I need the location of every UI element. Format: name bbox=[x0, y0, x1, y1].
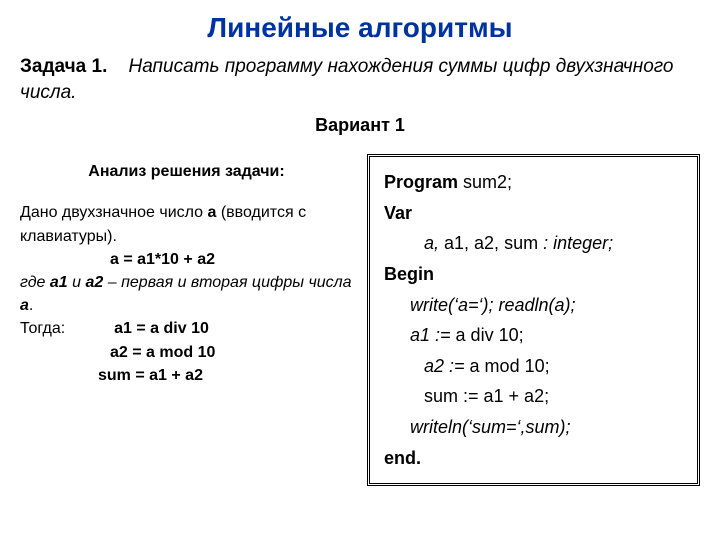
code-line: Var bbox=[384, 198, 683, 229]
analysis-text: . bbox=[29, 297, 33, 314]
code-line: sum := a1 + a2; bbox=[384, 381, 683, 412]
analysis-text: – первая и вторая цифры числа bbox=[103, 274, 351, 291]
code-line: a1 := a div 10; bbox=[384, 320, 683, 351]
code-text: a, bbox=[424, 233, 439, 253]
equation: sum = a1 + a2 bbox=[98, 367, 203, 384]
code-line: end. bbox=[384, 443, 683, 474]
task-label: Задача 1. bbox=[20, 56, 107, 77]
content-columns: Анализ решения задачи: Дано двухзначное … bbox=[20, 154, 700, 486]
code-text: sum2; bbox=[458, 172, 512, 192]
code-column: Program sum2; Var a, a1, a2, sum : integ… bbox=[367, 154, 700, 486]
variant-label: Вариант 1 bbox=[20, 115, 700, 136]
code-text: a1 := bbox=[410, 325, 451, 345]
analysis-heading: Анализ решения задачи: bbox=[20, 160, 353, 183]
analysis-then: Тогда: bbox=[20, 320, 65, 337]
code-text: a2 := bbox=[424, 356, 465, 376]
analysis-var-a1: a1 bbox=[50, 274, 68, 291]
code-kw: Program bbox=[384, 172, 458, 192]
task-statement: Задача 1. Написать программу нахождения … bbox=[20, 54, 700, 105]
code-line: a2 := a mod 10; bbox=[384, 351, 683, 382]
analysis-column: Анализ решения задачи: Дано двухзначное … bbox=[20, 154, 353, 387]
analysis-eq3-row: a2 = a mod 10 bbox=[20, 341, 353, 364]
code-text: : integer; bbox=[543, 233, 613, 253]
code-text: a mod 10; bbox=[465, 356, 550, 376]
analysis-text: где bbox=[20, 274, 50, 291]
analysis-var-a2: a2 bbox=[86, 274, 104, 291]
code-text: a div 10; bbox=[451, 325, 524, 345]
code-line: Program sum2; bbox=[384, 167, 683, 198]
code-line: a, a1, a2, sum : integer; bbox=[384, 228, 683, 259]
analysis-eq1: a = a1*10 + a2 bbox=[20, 248, 353, 271]
equation: a = a1*10 + a2 bbox=[110, 251, 215, 268]
analysis-text: Дано двухзначное число bbox=[20, 204, 207, 221]
analysis-text: и bbox=[68, 274, 86, 291]
code-line: write(‘a=‘); readln(a); bbox=[384, 290, 683, 321]
analysis-eq4-row: sum = a1 + a2 bbox=[20, 364, 353, 387]
page-title: Линейные алгоритмы bbox=[20, 12, 700, 44]
code-line: Begin bbox=[384, 259, 683, 290]
code-text: a1, a2, sum bbox=[439, 233, 543, 253]
equation: a2 = a mod 10 bbox=[110, 344, 215, 361]
code-kw: Var bbox=[384, 203, 412, 223]
equation: a1 = a div 10 bbox=[114, 320, 209, 337]
code-line: writeln(‘sum=‘,sum); bbox=[384, 412, 683, 443]
analysis-p1: Дано двухзначное число a (вводится с кла… bbox=[20, 201, 353, 247]
slide: Линейные алгоритмы Задача 1. Написать пр… bbox=[0, 0, 720, 540]
analysis-var-a: a bbox=[20, 297, 29, 314]
analysis-p2: где a1 и a2 – первая и вторая цифры числ… bbox=[20, 271, 353, 317]
code-kw: Begin bbox=[384, 264, 434, 284]
code-box: Program sum2; Var a, a1, a2, sum : integ… bbox=[367, 154, 700, 486]
code-kw: end. bbox=[384, 448, 421, 468]
analysis-p3: Тогда: a1 = a div 10 bbox=[20, 317, 353, 340]
